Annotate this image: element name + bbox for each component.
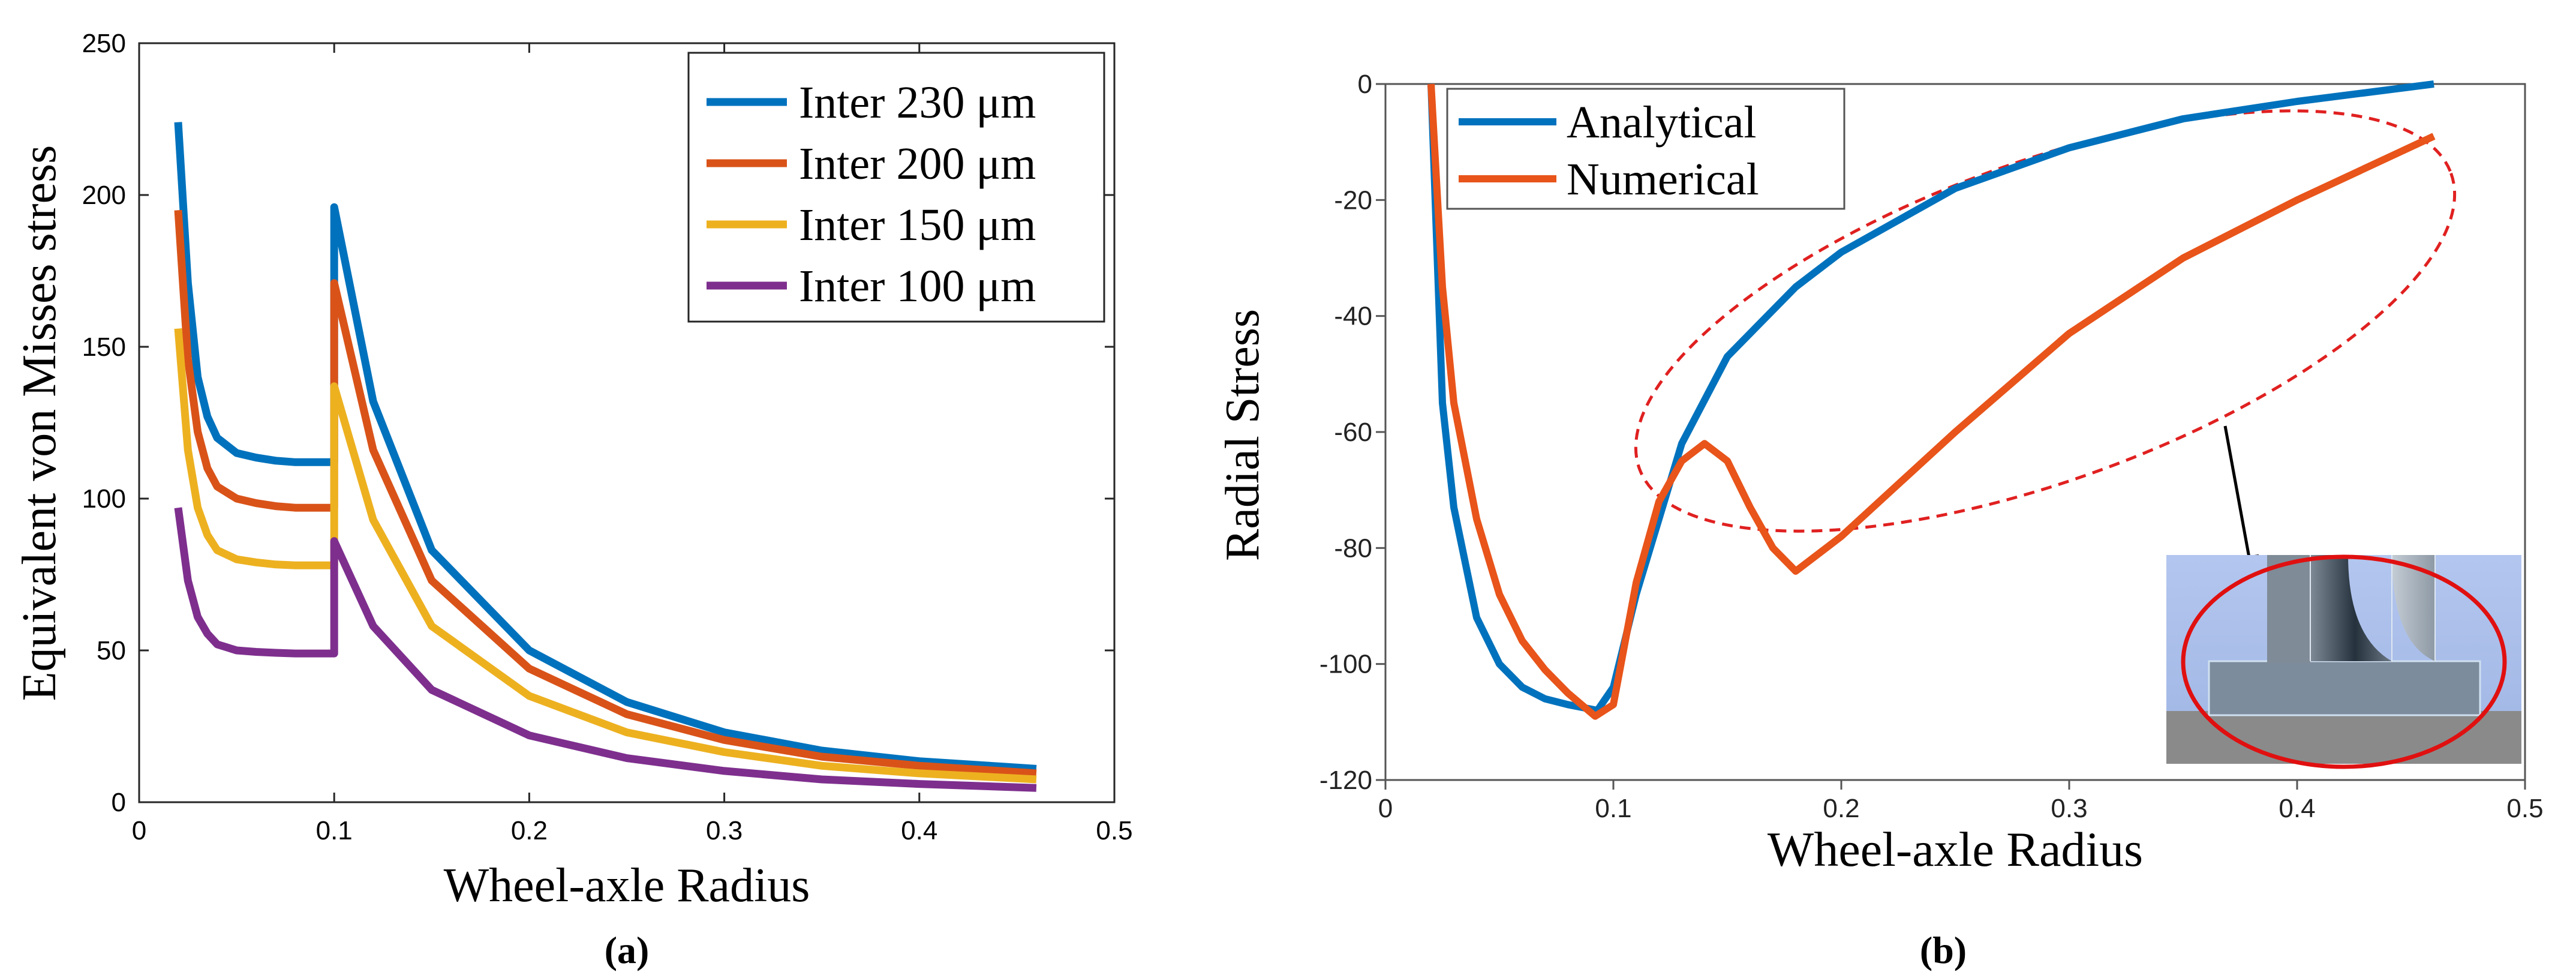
x-tick-label: 0 — [132, 816, 146, 845]
panel-a-xlabel: Wheel-axle Radius — [444, 859, 810, 912]
x-tick-label: 0.2 — [1823, 794, 1859, 823]
panel-b-caption: (b) — [1920, 929, 1967, 971]
x-tick-label: 0.5 — [2506, 794, 2543, 823]
series-line-4 — [174, 507, 1037, 792]
x-tick-label: 0.4 — [901, 816, 937, 845]
panel-b-legend-box — [1446, 88, 1845, 210]
panel-b: 0 0.1 0.2 0.3 0.4 0.5 0 -20 -40 -60 -80 -100 -120 — [1216, 70, 2544, 971]
contact-inset-image — [2166, 554, 2521, 769]
panel-a: 0 0.1 0.2 0.3 0.4 0.5 0 50 100 150 200 250 Inter 23… — [13, 29, 1133, 971]
x-tick-label: 0 — [1378, 794, 1393, 823]
panel-a-ticks: 0 0.1 0.2 0.3 0.4 0.5 0 50 100 150 200 250 — [82, 29, 1133, 845]
panel-a-axes-box — [138, 42, 1116, 803]
panel-b-ticks: 0 0.1 0.2 0.3 0.4 0.5 0 -20 -40 -60 -80 -100 -120 — [1319, 70, 2544, 823]
y-tick-label: 250 — [82, 29, 126, 58]
y-tick-label: 200 — [82, 181, 126, 210]
y-tick-label: -120 — [1319, 766, 1372, 795]
panel-b-series — [1427, 80, 2436, 720]
panel-a-legend-box — [687, 52, 1105, 323]
legend-label: Analytical — [1567, 97, 1757, 148]
legend-label: Inter 100 μm — [799, 261, 1036, 311]
legend-label: Inter 230 μm — [799, 77, 1036, 128]
inset-red-ellipse — [2181, 554, 2507, 769]
y-tick-label: -100 — [1319, 650, 1372, 679]
series-line-3 — [174, 328, 1037, 784]
y-tick-label: 50 — [97, 636, 126, 665]
y-tick-label: 0 — [1358, 70, 1372, 99]
y-tick-label: 100 — [82, 484, 126, 514]
panel-a-legend: Inter 230 μm Inter 200 μm Inter 150 μm Inte… — [687, 52, 1105, 323]
y-tick-label: -40 — [1334, 302, 1372, 331]
legend-label: Numerical — [1567, 154, 1759, 205]
x-tick-label: 0.2 — [511, 816, 548, 845]
legend-label: Inter 200 μm — [799, 139, 1036, 189]
panel-a-ylabel: Equivalent von Misses stress — [13, 145, 66, 701]
panel-a-series — [174, 122, 1037, 792]
panel-a-caption: (a) — [605, 929, 650, 971]
panel-b-ylabel: Radial Stress — [1216, 309, 1269, 561]
y-tick-label: 0 — [112, 788, 126, 817]
legend-label: Inter 150 μm — [799, 200, 1036, 250]
x-tick-label: 0.3 — [2051, 794, 2087, 823]
x-tick-label: 0.4 — [2279, 794, 2315, 823]
series-line-2 — [1427, 83, 2436, 720]
annotation-arrow-line — [2223, 425, 2252, 565]
x-tick-label: 0.3 — [706, 816, 743, 845]
y-tick-label: -60 — [1334, 418, 1372, 447]
panel-b-legend: Analytical Numerical — [1446, 88, 1845, 210]
x-tick-label: 0.1 — [316, 816, 353, 845]
y-tick-label: -80 — [1334, 533, 1372, 563]
x-tick-label: 0.1 — [1595, 794, 1631, 823]
y-tick-label: -20 — [1334, 185, 1372, 215]
y-tick-label: 150 — [82, 332, 126, 362]
x-tick-label: 0.5 — [1096, 816, 1132, 845]
panel-b-xlabel: Wheel-axle Radius — [1768, 822, 2143, 877]
